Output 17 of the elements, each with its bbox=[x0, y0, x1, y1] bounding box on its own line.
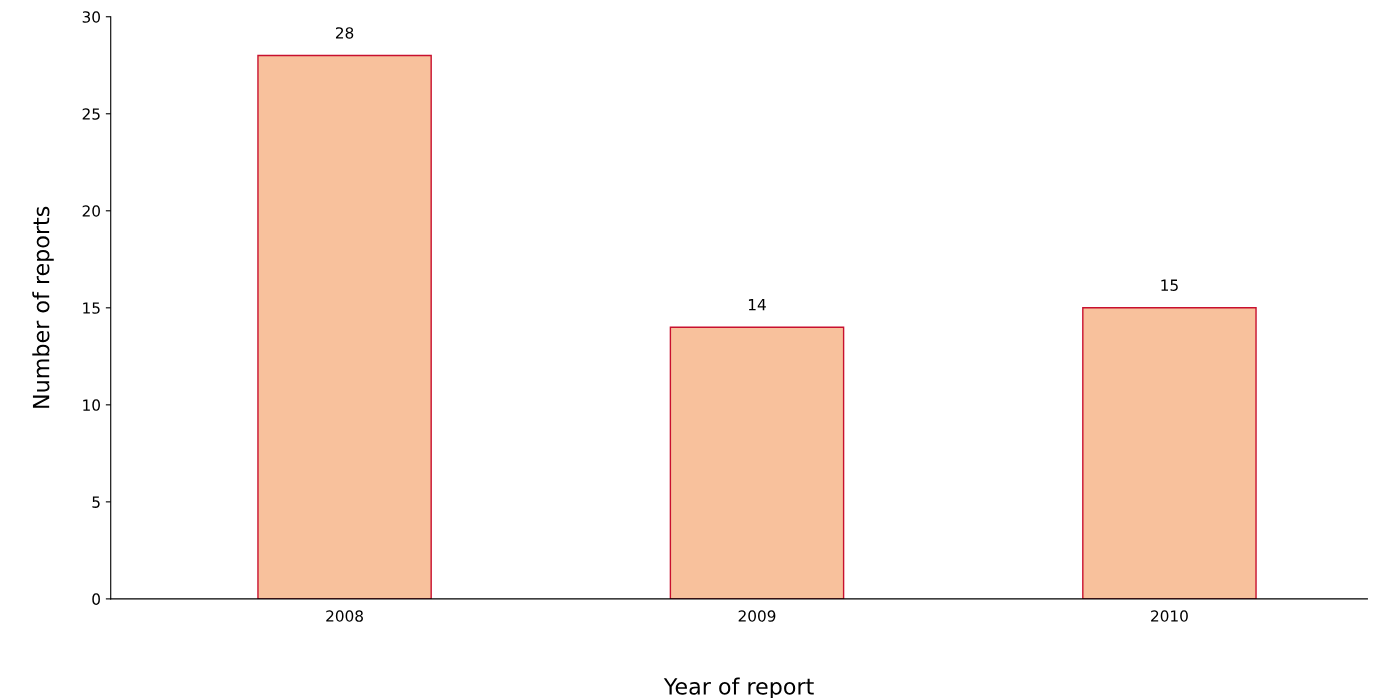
data-label: 15 bbox=[1161, 279, 1178, 291]
y-axis-title: Number of reports bbox=[32, 206, 54, 408]
x-tick-label: 2009 bbox=[738, 610, 776, 622]
data-label: 14 bbox=[748, 299, 766, 311]
y-tick-label: 30 bbox=[82, 11, 100, 23]
bar bbox=[669, 326, 845, 599]
y-tick-label: 0 bbox=[92, 593, 100, 605]
y-tick-label: 10 bbox=[83, 399, 100, 411]
y-tick-label: 20 bbox=[82, 205, 100, 217]
bar bbox=[1082, 307, 1257, 599]
y-tick-label: 15 bbox=[83, 302, 100, 314]
data-label: 28 bbox=[335, 27, 354, 39]
x-tick-label: 2008 bbox=[326, 610, 363, 622]
bar bbox=[257, 54, 432, 599]
y-tick-label: 5 bbox=[92, 496, 100, 508]
y-tick-label: 25 bbox=[82, 108, 100, 120]
x-tick-label: 2010 bbox=[1151, 610, 1188, 622]
